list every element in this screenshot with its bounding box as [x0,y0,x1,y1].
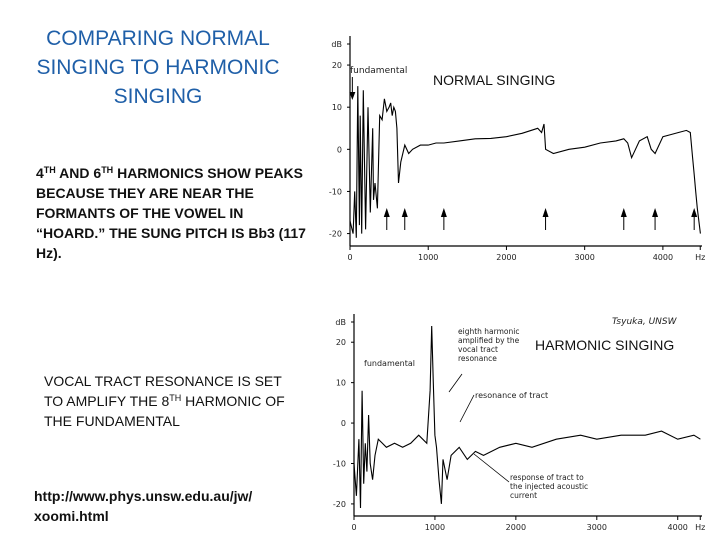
x-tick-label: 3000 [574,253,594,262]
harmonic-singing-chart-svg: dB 20 10 0 -10 -20 0 1000 2000 3000 4000 Hz Tsyuka, … [333,314,705,532]
spectrum-line [353,325,701,509]
x-tick-label: 2000 [496,253,516,262]
p1-part-b: AND 6 [55,165,102,181]
x-tick-label: 2000 [506,523,526,532]
slide-title: COMPARING NORMAL SINGING TO HARMONIC SIN… [36,27,280,108]
p1-sup-2: TH [101,165,114,175]
x-tick-label: 0 [347,253,352,262]
spectrum-line [349,86,701,238]
resonance-annotation: resonance of tract [475,391,548,400]
harmonic-arrow-head [542,208,549,217]
response-leader [473,453,510,483]
p1-part-c: HARMONICS SHOW PEAKS BECAUSE THEY ARE NE… [36,165,306,261]
harmonic-arrow-head [620,208,627,217]
x-tick-label: 4000 [653,253,673,262]
y-tick-label: 10 [332,103,342,112]
x-tick-label: Hz [695,523,705,532]
response-annotation-line: response of tract to [510,473,584,482]
y-tick-label: -10 [333,459,346,468]
p2-part-b: HARMONIC OF THE FUNDAMENTAL [44,393,285,429]
harmonic-arrow-head [440,208,447,217]
eighth-harmonic-leader [448,373,463,393]
normal-singing-label: NORMAL SINGING [433,72,556,88]
harmonics-note: 4TH AND 6TH HARMONICS SHOW PEAKS BECAUSE… [36,163,306,263]
eighth-harmonic-annotation-line: eighth harmonic [458,327,519,336]
p1-part-a: 4 [36,165,44,181]
harmonic-arrow-head [383,208,390,217]
normal-singing-spectrum: dB 20 10 0 -10 -20 0 1000 2000 3000 4000 Hz fundamen… [312,22,714,268]
y-tick-label: 10 [336,379,346,388]
fundamental-annotation: fundamental [350,66,407,76]
p2-part-a: VOCAL TRACT RESONANCE IS SET TO AMPLIFY … [44,373,282,409]
y-tick-label: 0 [341,419,346,428]
response-annotation-line: the injected acoustic [510,482,588,491]
resonance-leader [459,394,475,423]
harmonic-arrow-head [401,208,408,217]
harmonic-singing-spectrum: dB 20 10 0 -10 -20 0 1000 2000 3000 4000 Hz Tsyuka, … [312,304,714,540]
fundamental-annotation: fundamental [364,359,415,368]
y-tick-label: -10 [329,187,342,196]
y-tick-label: -20 [333,500,346,509]
y-tick-label: dB [331,40,342,49]
p1-sup-1: TH [43,165,56,175]
x-tick-label: 3000 [587,523,607,532]
p2-sup: TH [169,393,182,403]
y-tick-label: 0 [337,145,342,154]
normal-singing-chart-svg: dB 20 10 0 -10 -20 0 1000 2000 3000 4000 Hz fundamen… [329,36,705,262]
y-tick-label: 20 [332,61,342,70]
harmonic-arrow-head [691,208,698,217]
x-tick-label: Hz [695,253,705,262]
source-link[interactable]: http://www.phys.unsw.edu.au/jw/ xoomi.ht… [34,488,253,524]
harmonic-singing-label: HARMONIC SINGING [535,337,675,353]
eighth-harmonic-annotation-line: resonance [458,354,497,363]
eighth-harmonic-annotation-line: vocal tract [458,345,498,354]
x-tick-label: 0 [351,523,356,532]
response-annotation-line: current [510,491,537,500]
credit-text: Tsyuka, UNSW [612,317,678,327]
resonance-note: VOCAL TRACT RESONANCE IS SET TO AMPLIFY … [44,371,304,431]
x-tick-label: 4000 [668,523,688,532]
y-tick-label: dB [335,318,346,327]
fundamental-arrow-head [349,92,356,100]
harmonic-arrow-head [652,208,659,217]
eighth-harmonic-annotation-line: amplified by the [458,336,520,345]
y-tick-label: 20 [336,338,346,347]
x-tick-label: 1000 [418,253,438,262]
x-tick-label: 1000 [425,523,445,532]
y-tick-label: -20 [329,230,342,239]
